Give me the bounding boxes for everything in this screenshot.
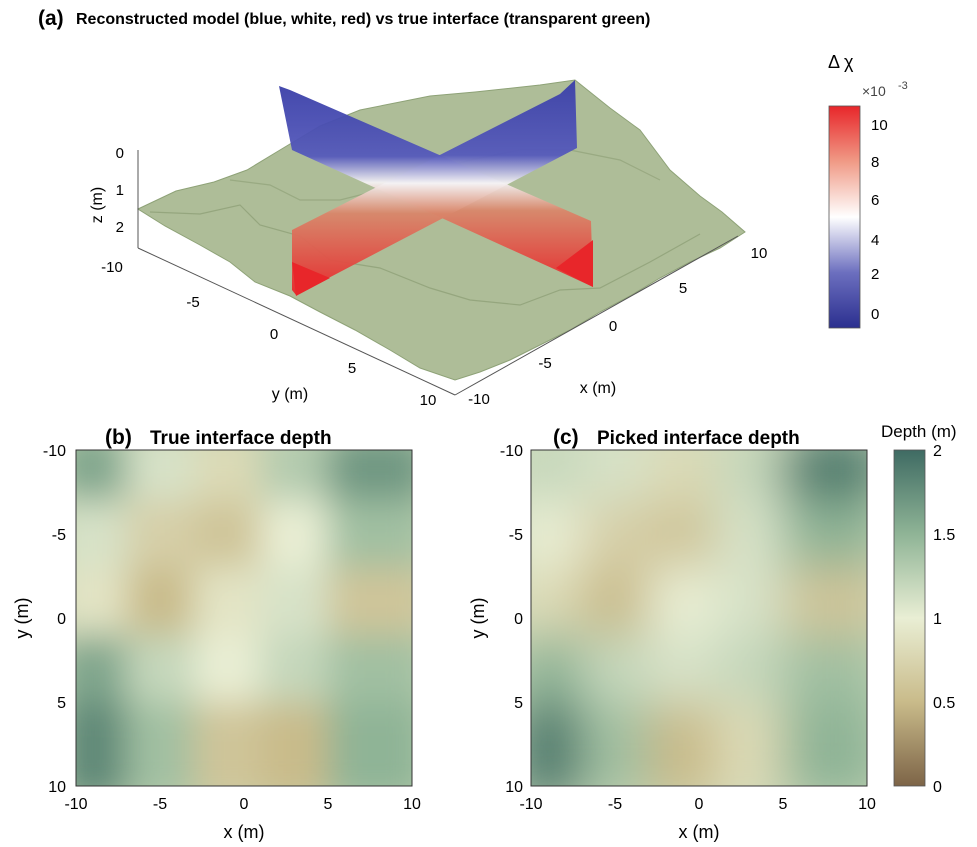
x-tick: 10 xyxy=(858,796,876,813)
colorbar-c-tick: 1 xyxy=(933,611,942,628)
y-tick: -5 xyxy=(186,294,199,311)
slice-red-corner-right xyxy=(556,240,593,287)
panel-c-y-label: y (m) xyxy=(468,598,488,639)
y-tick: -5 xyxy=(52,527,66,544)
z-tick: 2 xyxy=(116,219,124,236)
panel-c-title: Picked interface depth xyxy=(597,428,800,449)
z-tick: 0 xyxy=(116,145,124,162)
x-tick: 0 xyxy=(695,796,704,813)
y-tick: 10 xyxy=(420,392,437,409)
x-tick: 5 xyxy=(324,796,333,813)
panel-c-x-label: x (m) xyxy=(679,822,720,842)
x-tick: 0 xyxy=(240,796,249,813)
x-tick: -5 xyxy=(153,796,167,813)
panel-c-label: (c) xyxy=(553,426,579,449)
colorbar-c-title: Depth (m) xyxy=(881,422,957,441)
y-axis-ticks: -10 -5 0 5 10 xyxy=(101,259,436,409)
x-axis-ticks: -10 -5 0 5 10 xyxy=(468,245,767,408)
colorbar-a-exponent-power: -3 xyxy=(898,80,908,92)
y-tick: 0 xyxy=(514,611,523,628)
panel-a-label: (a) xyxy=(38,7,64,30)
panel-b-frame xyxy=(75,449,413,787)
y-tick: -5 xyxy=(509,527,523,544)
slice-red-corner-left xyxy=(292,262,330,296)
colorbar-c-tick: 2 xyxy=(933,443,942,460)
panel-c-heatmap xyxy=(531,450,867,786)
true-interface-surface xyxy=(136,79,746,381)
depth-cell xyxy=(783,702,867,786)
colorbar-c-tick: 0.5 xyxy=(933,695,955,712)
z-axis-ticks: 0 1 2 xyxy=(116,145,124,236)
y-tick: 5 xyxy=(57,695,66,712)
colorbar-a-exponent-base: ×10 xyxy=(862,83,886,99)
colorbar-c-gradient xyxy=(893,449,926,787)
panel-b-label: (b) xyxy=(105,426,132,449)
colorbar-a-tick: 8 xyxy=(871,154,879,171)
panel-c-y-ticks: -10 -5 0 5 10 xyxy=(500,443,523,796)
y-tick: 5 xyxy=(514,695,523,712)
x-tick: -10 xyxy=(519,796,542,813)
x-tick: 10 xyxy=(751,245,768,262)
colorbar-a-tick: 0 xyxy=(871,306,879,323)
panel-b-title: True interface depth xyxy=(150,428,332,449)
panel-b: (b) True interface depth -10 -5 0 5 10 -… xyxy=(12,426,421,842)
colorbar-a-tick: 10 xyxy=(871,117,888,134)
y-tick: -10 xyxy=(43,443,66,460)
depth-cell xyxy=(328,702,412,786)
x-tick: 0 xyxy=(609,318,617,335)
panel-c-frame xyxy=(530,449,868,787)
y-tick: 10 xyxy=(48,779,66,796)
y-tick: 5 xyxy=(348,360,356,377)
x-tick: 5 xyxy=(679,280,687,297)
colorbar-a-gradient xyxy=(828,105,861,329)
y-tick: 0 xyxy=(270,326,278,343)
z-axis-label: z (m) xyxy=(89,187,106,223)
x-tick: -10 xyxy=(64,796,87,813)
x-axis-label: x (m) xyxy=(580,380,616,397)
y-axis-label: y (m) xyxy=(272,386,308,403)
colorbar-a-tick: 6 xyxy=(871,192,879,209)
panel-c-x-ticks: -10 -5 0 5 10 xyxy=(519,796,876,813)
colorbar-a-title: Δ χ xyxy=(828,52,854,72)
colorbar-a-tick: 2 xyxy=(871,266,879,283)
x-axis-line xyxy=(454,235,739,396)
x-tick: -10 xyxy=(468,391,490,408)
surface-ridge-line xyxy=(149,204,701,306)
panel-a: (a) Reconstructed model (blue, white, re… xyxy=(38,7,908,409)
x-tick: 5 xyxy=(779,796,788,813)
colorbar-a: Δ χ ×10 -3 0 2 4 6 8 10 xyxy=(828,52,908,329)
z-tick: 1 xyxy=(116,182,124,199)
panel-b-x-ticks: -10 -5 0 5 10 xyxy=(64,796,421,813)
panel-b-y-label: y (m) xyxy=(12,598,32,639)
colorbar-c-tick: 1.5 xyxy=(933,527,955,544)
y-tick: 0 xyxy=(57,611,66,628)
slice-plane-yz xyxy=(292,80,577,295)
x-tick: 10 xyxy=(403,796,421,813)
panel-b-heatmap xyxy=(76,450,412,786)
colorbar-a-tick: 4 xyxy=(871,232,879,249)
x-tick: -5 xyxy=(538,355,551,372)
y-tick: -10 xyxy=(101,259,123,276)
colorbar-c: Depth (m) 0 0.5 1 1.5 2 xyxy=(881,422,957,796)
y-tick: 10 xyxy=(505,779,523,796)
panel-b-y-ticks: -10 -5 0 5 10 xyxy=(43,443,66,796)
panel-b-x-label: x (m) xyxy=(224,822,265,842)
panel-a-title: Reconstructed model (blue, white, red) v… xyxy=(76,11,650,28)
panel-c: (c) Picked interface depth -10 -5 0 5 10… xyxy=(468,422,957,842)
colorbar-c-tick: 0 xyxy=(933,779,942,796)
y-axis-line xyxy=(137,247,456,396)
y-tick: -10 xyxy=(500,443,523,460)
x-tick: -5 xyxy=(608,796,622,813)
